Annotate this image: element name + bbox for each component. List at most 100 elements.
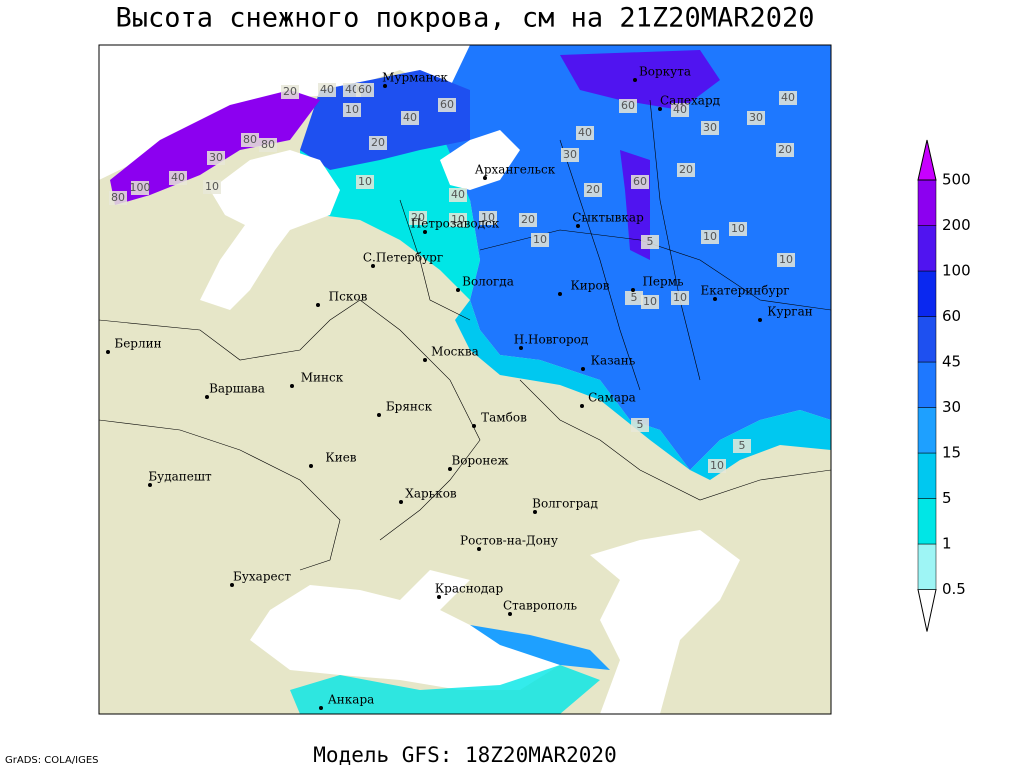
city-dot xyxy=(423,358,427,362)
city-label: Курган xyxy=(767,305,812,319)
cities: Мурманск Воркута Салехард Архангельск Петроз… xyxy=(106,65,813,710)
legend-box xyxy=(917,225,937,272)
legend-label: 60 xyxy=(942,307,961,325)
contour-label-box xyxy=(708,459,726,473)
contour-label-box xyxy=(356,83,374,97)
city-label: Ставрополь xyxy=(503,599,577,613)
borders xyxy=(99,99,831,571)
contour-label-box xyxy=(729,222,747,236)
city-dot xyxy=(106,350,110,354)
contour-label-box xyxy=(625,291,643,305)
snow-kola xyxy=(300,70,470,170)
city-label: Тамбов xyxy=(481,411,527,425)
city-label: Киров xyxy=(571,279,610,293)
contour-label-box xyxy=(619,99,637,113)
city-dot xyxy=(423,230,427,234)
city-label: Петрозаводск xyxy=(411,217,500,231)
legend-box xyxy=(917,407,937,454)
city-dot xyxy=(148,483,152,487)
contour-label: 10 xyxy=(205,180,219,193)
contour-label-box xyxy=(438,98,456,112)
contour-label-box xyxy=(677,163,695,177)
snow-medium xyxy=(455,300,831,480)
city-label: Н.Новгород xyxy=(514,333,589,347)
contour-label: 30 xyxy=(563,148,577,161)
city-label: Екатеринбург xyxy=(700,284,789,298)
city-dot xyxy=(377,413,381,417)
legend-label: 100 xyxy=(942,262,971,280)
city-dot xyxy=(319,706,323,710)
city-label: Пермь xyxy=(642,275,684,289)
contour-label-box xyxy=(747,111,765,125)
contour-label: 5 xyxy=(739,439,746,452)
city-label: Варшава xyxy=(209,382,265,396)
legend-box xyxy=(917,270,937,317)
city-dot xyxy=(576,224,580,228)
snow-caucasus xyxy=(470,625,610,670)
contour-label: 5 xyxy=(631,291,638,304)
model-caption: Модель GFS: 18Z20MAR2020 xyxy=(313,743,616,767)
legend-label: 1 xyxy=(942,535,952,553)
city-label: Салехард xyxy=(660,94,720,108)
contour-label: 10 xyxy=(481,211,495,224)
contour-label-box xyxy=(131,181,149,195)
city-dot xyxy=(519,346,523,350)
city-dot xyxy=(290,384,294,388)
city-label: Брянск xyxy=(386,400,433,414)
contour-label-box xyxy=(631,418,649,432)
contour-label-box xyxy=(777,253,795,267)
city-dot xyxy=(472,424,476,428)
snow-scandinavia xyxy=(110,90,320,205)
legend-box xyxy=(917,543,937,590)
city-label: Москва xyxy=(431,345,479,359)
city-dot xyxy=(581,367,585,371)
contour-label: 10 xyxy=(710,459,724,472)
contour-label: 10 xyxy=(673,291,687,304)
snow-urals xyxy=(560,50,720,260)
city-dot xyxy=(456,288,460,292)
city-dot xyxy=(437,595,441,599)
contour-label-box xyxy=(561,148,579,162)
contour-label-box xyxy=(671,291,689,305)
city-dot xyxy=(448,467,452,471)
snow-anatolia xyxy=(290,665,600,714)
city-label: Архангельск xyxy=(475,163,556,177)
map xyxy=(99,45,831,714)
city-dot xyxy=(399,500,403,504)
city-dot xyxy=(309,464,313,468)
contour-label: 10 xyxy=(731,222,745,235)
city-label: С.Петербург xyxy=(363,251,443,265)
city-dot xyxy=(205,395,209,399)
black-sea xyxy=(250,570,560,690)
contour-label-box xyxy=(318,83,336,97)
legend-bottom-triangle xyxy=(917,589,937,632)
contour-label-box xyxy=(449,188,467,202)
contour-label: 10 xyxy=(345,103,359,116)
contour-label-box xyxy=(641,295,659,309)
city-dot xyxy=(371,264,375,268)
contour-label-box xyxy=(584,183,602,197)
contour-label: 60 xyxy=(440,98,454,111)
contour-label: 20 xyxy=(371,136,385,149)
contour-label: 40 xyxy=(320,83,334,96)
legend-top-triangle xyxy=(917,139,937,181)
city-label: Сыктывкар xyxy=(572,211,644,225)
contour-label-box xyxy=(109,191,127,205)
contour-label-box xyxy=(401,111,419,125)
city-dot xyxy=(558,292,562,296)
city-label: Бухарест xyxy=(233,570,291,584)
contour-label: 10 xyxy=(703,230,717,243)
city-dot xyxy=(230,583,234,587)
contour-label: 100 xyxy=(130,181,151,194)
contour-label-box xyxy=(776,143,794,157)
city-label: Ростов-на-Дону xyxy=(460,534,558,548)
city-dot xyxy=(631,288,635,292)
contour-label-box xyxy=(203,180,221,194)
city-label: Будапешт xyxy=(148,470,212,484)
city-dot xyxy=(758,318,762,322)
contour-label: 40 xyxy=(403,111,417,124)
contour-label: 40 xyxy=(578,126,592,139)
contour-label-box xyxy=(356,175,374,189)
contour-label: 10 xyxy=(533,233,547,246)
